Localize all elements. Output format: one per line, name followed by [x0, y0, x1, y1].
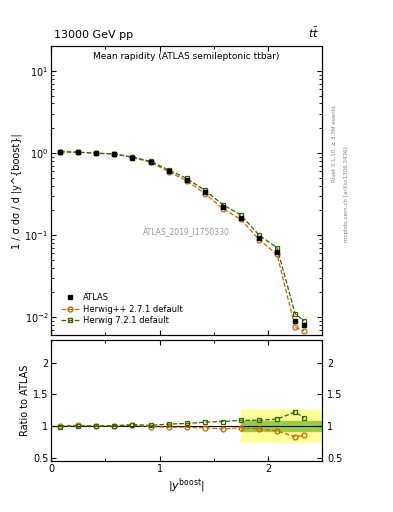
- Text: mcplots.cern.ch [arXiv:1306.3436]: mcplots.cern.ch [arXiv:1306.3436]: [344, 147, 349, 242]
- Text: ATLAS_2019_I1750330: ATLAS_2019_I1750330: [143, 227, 230, 236]
- Text: Mean rapidity (ATLAS semileptonic ttbar): Mean rapidity (ATLAS semileptonic ttbar): [94, 52, 280, 61]
- X-axis label: $|y^{\rm boost}|$: $|y^{\rm boost}|$: [168, 476, 205, 495]
- Y-axis label: Ratio to ATLAS: Ratio to ATLAS: [20, 365, 30, 436]
- Text: $t\bar{t}$: $t\bar{t}$: [309, 26, 320, 40]
- Legend: ATLAS, Herwig++ 2.7.1 default, Herwig 7.2.1 default: ATLAS, Herwig++ 2.7.1 default, Herwig 7.…: [61, 293, 183, 326]
- Text: Rivet 3.1.10, ≥ 3.3M events: Rivet 3.1.10, ≥ 3.3M events: [332, 105, 337, 182]
- Y-axis label: 1 / σ dσ / d |y^{boost}|: 1 / σ dσ / d |y^{boost}|: [11, 133, 22, 249]
- Text: 13000 GeV pp: 13000 GeV pp: [54, 30, 133, 40]
